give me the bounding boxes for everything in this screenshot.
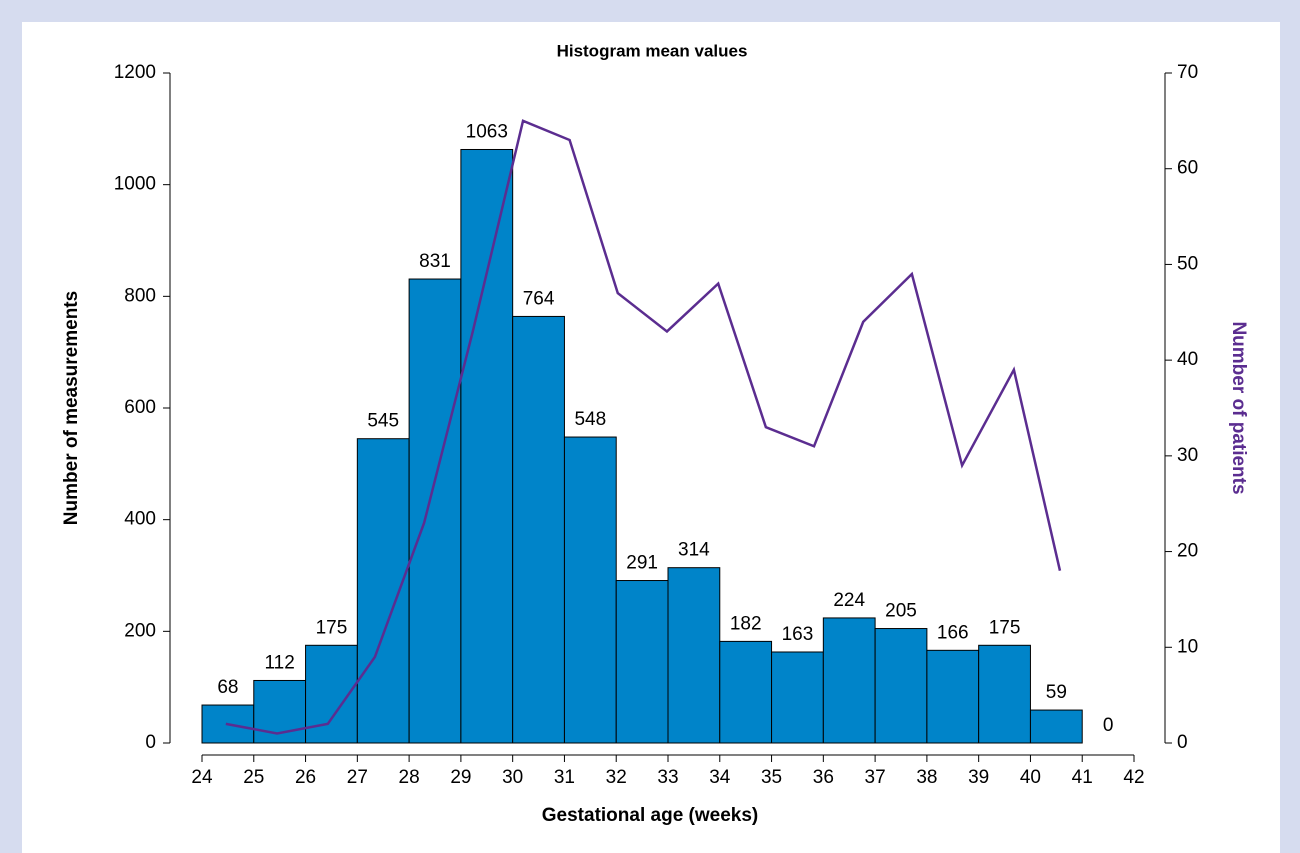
bar [667,567,721,744]
bar-value-label: 831 [419,251,451,272]
bar-value-label: 112 [265,652,295,673]
x-tick-label: 25 [243,767,264,788]
y2-tick-label: 40 [1177,349,1198,370]
patients-line [225,119,1062,735]
x-tick-label: 27 [347,767,368,788]
x-tick-label: 33 [657,767,678,788]
bar-value-label: 182 [730,613,762,634]
x-tick-label: 36 [813,767,834,788]
bar [356,438,410,744]
bar [615,580,669,744]
y-tick-label: 400 [124,509,156,530]
bar-value-label: 764 [523,288,555,309]
x-tick-label: 40 [1020,767,1041,788]
x-tick-label: 24 [191,767,213,788]
bar-value-label: 163 [782,624,814,645]
x-tick-label: 42 [1123,767,1144,788]
x-tick-label: 26 [295,767,316,788]
y-tick-label: 1000 [114,174,156,195]
y2-tick-label: 20 [1177,541,1198,562]
bar-value-label: 166 [937,622,969,643]
bar-value-label: 0 [1103,715,1114,736]
y-tick-label: 1200 [114,62,156,83]
bar [563,436,617,744]
bar-value-label: 1063 [466,122,508,143]
y2-tick-label: 10 [1177,636,1198,657]
bar [771,651,824,744]
bar [512,315,565,744]
x-tick-label: 29 [450,767,471,788]
bar-value-label: 548 [574,409,606,430]
bar [926,649,980,744]
bar [719,640,773,744]
y-tick-label: 800 [124,285,156,306]
y2-tick-label: 30 [1177,445,1198,466]
bar [408,278,462,744]
x-tick-label: 32 [606,767,627,788]
bar-value-label: 59 [1046,682,1067,703]
y-tick-label: 600 [124,397,156,418]
y-tick-label: 0 [145,732,156,753]
bar-value-label: 224 [833,590,865,611]
x-tick-label: 28 [399,767,420,788]
bar [874,628,928,744]
y2-tick-label: 60 [1177,158,1198,179]
bar-value-label: 175 [989,617,1021,638]
bar-value-label: 545 [367,411,399,432]
bar [822,617,876,744]
bar-value-label: 314 [678,540,710,561]
x-tick-label: 35 [761,767,782,788]
x-tick-label: 34 [709,767,731,788]
y-tick-label: 200 [124,620,156,641]
bar [1029,709,1083,744]
bar-value-label: 205 [885,601,917,622]
x-axis-label: Gestational age (weeks) [542,805,758,826]
y2-tick-label: 0 [1177,732,1188,753]
chart-title: Histogram mean values [557,41,748,60]
bar [978,644,1031,744]
x-tick-label: 38 [916,767,937,788]
bar-value-label: 291 [626,553,658,574]
x-tick-label: 39 [968,767,989,788]
y-axis-label: Number of measurements [61,291,82,525]
y2-tick-label: 50 [1177,253,1198,274]
y2-axis-label: Number of patients [1228,321,1249,494]
x-tick-label: 31 [554,767,575,788]
x-tick-label: 30 [502,767,523,788]
bar [460,148,514,744]
x-tick-label: 37 [865,767,886,788]
y2-tick-label: 70 [1177,62,1198,83]
bar-value-label: 175 [316,617,348,638]
bar-value-label: 68 [217,677,238,698]
x-tick-label: 41 [1072,767,1093,788]
